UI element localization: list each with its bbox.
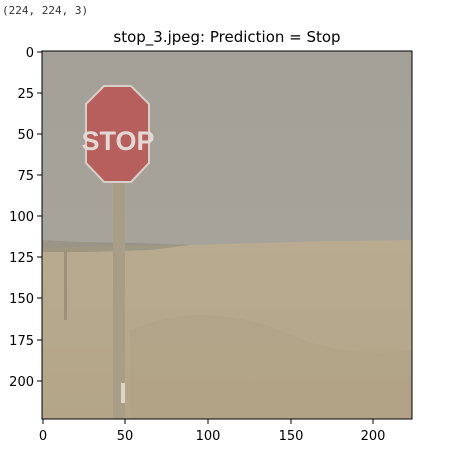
x-tick-label: 150 <box>279 429 304 444</box>
x-tick-label: 200 <box>361 429 386 444</box>
y-tick-label: 75 <box>17 169 34 184</box>
x-tick-label: 50 <box>117 429 134 444</box>
y-axis: 0 25 50 75 100 125 150 175 200 <box>9 46 42 390</box>
sign-pole <box>113 178 125 419</box>
x-tick-label: 100 <box>196 429 221 444</box>
x-tick-label: 0 <box>39 429 47 444</box>
y-tick-label: 200 <box>9 375 34 390</box>
stop-sign-text: STOP <box>81 126 154 156</box>
y-tick-label: 0 <box>26 46 34 61</box>
y-tick-label: 125 <box>9 251 34 266</box>
y-tick-label: 25 <box>17 87 34 102</box>
y-tick-label: 175 <box>9 334 34 349</box>
image-content: STOP <box>42 51 412 419</box>
x-axis: 0 50 100 150 200 <box>39 419 386 444</box>
y-tick-label: 50 <box>17 128 34 143</box>
pole-reflector <box>121 383 125 403</box>
y-tick-label: 150 <box>9 292 34 307</box>
fence-post <box>64 250 67 320</box>
y-tick-label: 100 <box>9 210 34 225</box>
plot-title: stop_3.jpeg: Prediction = Stop <box>113 28 340 47</box>
